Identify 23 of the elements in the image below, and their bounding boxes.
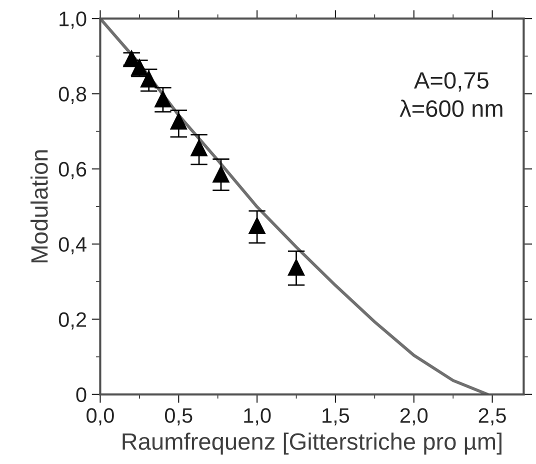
x-tick-label: 0,5 [164, 408, 192, 426]
x-tick-label: 2,0 [400, 408, 428, 426]
x-tick-label: 0,0 [86, 408, 114, 426]
x-axis-title: Raumfrequenz [Gitterstriche pro µm] [122, 432, 502, 455]
annotation: A=0,75 [414, 72, 488, 92]
annotation: λ=600 nm [400, 100, 502, 117]
y-tick-label: 0,6 [58, 162, 86, 180]
y-tick-label: 0,2 [58, 312, 86, 330]
point [154, 90, 172, 108]
x-tick-label: 1,5 [322, 408, 350, 426]
point [212, 165, 230, 183]
y-tick-label: 0,8 [58, 86, 86, 104]
x-tick-label: 2,5 [478, 408, 506, 426]
point [170, 112, 188, 130]
y-axis-title: Modulation [30, 150, 48, 262]
x-tick-label: 1,0 [244, 408, 271, 426]
point [140, 70, 158, 88]
point [190, 138, 208, 156]
point [287, 258, 306, 276]
point [248, 216, 266, 234]
y-tick-label: 0 [76, 387, 86, 402]
y-tick-label: 0,4 [58, 237, 86, 254]
y-tick-label: 1,0 [60, 12, 86, 29]
